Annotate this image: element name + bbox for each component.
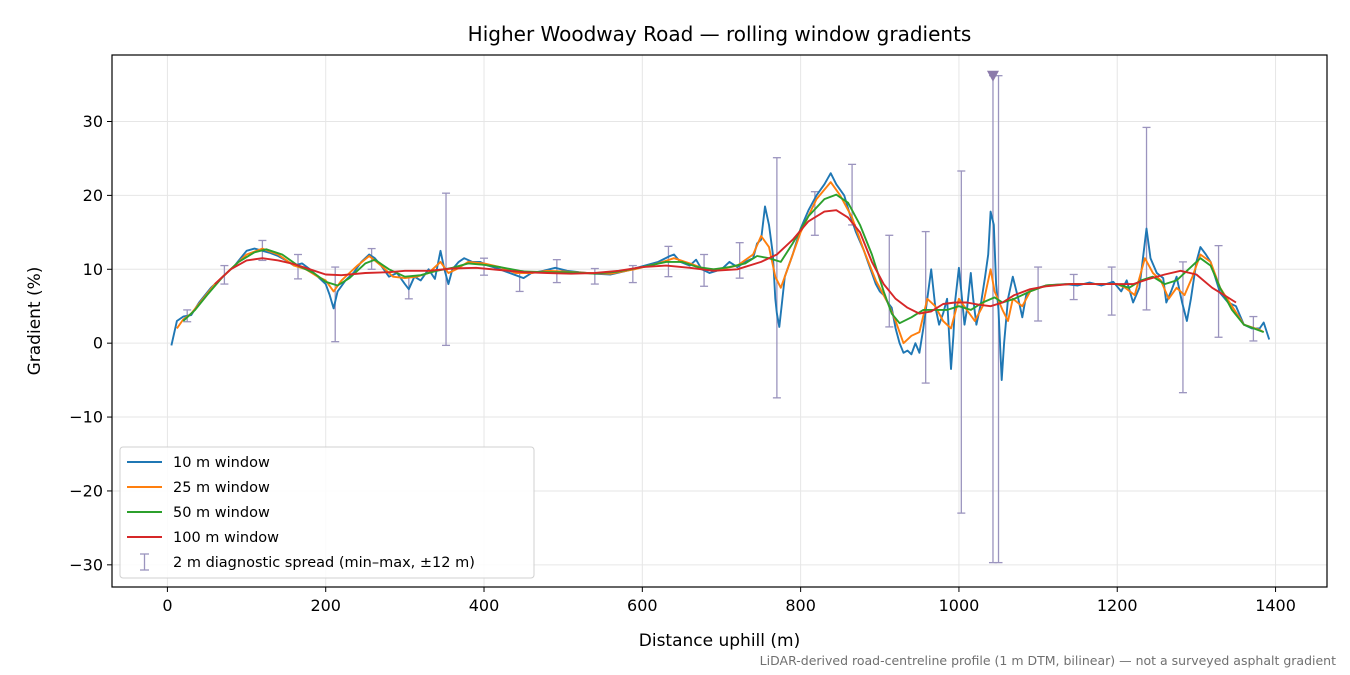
series-line-w10 bbox=[170, 172, 1271, 382]
legend: 10 m window 25 m window 50 m window 100 m w… bbox=[119, 446, 535, 579]
y-axis-ticks: −30 −20 −10 0 10 20 30 bbox=[69, 112, 112, 574]
error-bar bbox=[988, 75, 997, 564]
y-tick-label: 20 bbox=[83, 186, 103, 205]
x-tick-label: 1400 bbox=[1255, 596, 1296, 615]
legend-label-w100: 100 m window bbox=[173, 530, 279, 546]
axes-frame bbox=[111, 54, 1328, 588]
series-line-w100 bbox=[214, 209, 1237, 315]
x-axis-ticks: 0 200 400 600 800 1000 1200 1400 bbox=[162, 587, 1296, 615]
footnote: LiDAR-derived road-centreline profile (1… bbox=[760, 653, 1336, 668]
error-bar bbox=[1142, 126, 1151, 311]
y-tick-label: 0 bbox=[93, 334, 103, 353]
y-tick-label: −20 bbox=[69, 481, 103, 500]
x-tick-label: 0 bbox=[162, 596, 172, 615]
error-bar bbox=[590, 267, 599, 285]
error-bar bbox=[735, 242, 744, 279]
x-tick-label: 1000 bbox=[939, 596, 980, 615]
error-bar bbox=[1178, 261, 1187, 394]
error-bar bbox=[480, 257, 489, 276]
legend-swatch-spread bbox=[140, 553, 149, 571]
series-line-w25 bbox=[176, 181, 1265, 345]
legend-label-w50: 50 m window bbox=[173, 505, 270, 521]
x-tick-label: 400 bbox=[469, 596, 500, 615]
error-bar bbox=[957, 170, 966, 514]
x-axis-label: Distance uphill (m) bbox=[639, 631, 800, 651]
error-bar bbox=[885, 234, 894, 328]
y-tick-label: 30 bbox=[83, 112, 103, 131]
y-tick-label: −30 bbox=[69, 555, 103, 574]
x-tick-label: 600 bbox=[627, 596, 658, 615]
y-axis-label: Gradient (%) bbox=[25, 267, 45, 376]
legend-label-w10: 10 m window bbox=[173, 455, 270, 471]
y-tick-label: −10 bbox=[69, 408, 103, 427]
x-tick-label: 800 bbox=[785, 596, 816, 615]
legend-label-spread: 2 m diagnostic spread (min–max, ±12 m) bbox=[173, 555, 475, 571]
y-tick-label: 10 bbox=[83, 260, 103, 279]
error-bar bbox=[1069, 273, 1078, 301]
x-tick-label: 1200 bbox=[1097, 596, 1138, 615]
legend-label-w25: 25 m window bbox=[173, 480, 270, 496]
clipped-value-marker bbox=[986, 70, 999, 82]
x-tick-label: 200 bbox=[310, 596, 341, 615]
error-bar bbox=[1107, 266, 1116, 316]
chart-title: Higher Woodway Road — rolling window gra… bbox=[468, 22, 972, 46]
legend-box bbox=[119, 446, 535, 579]
series-line-w50 bbox=[182, 193, 1265, 333]
plot-area bbox=[170, 70, 1271, 564]
error-bar bbox=[1034, 266, 1043, 322]
